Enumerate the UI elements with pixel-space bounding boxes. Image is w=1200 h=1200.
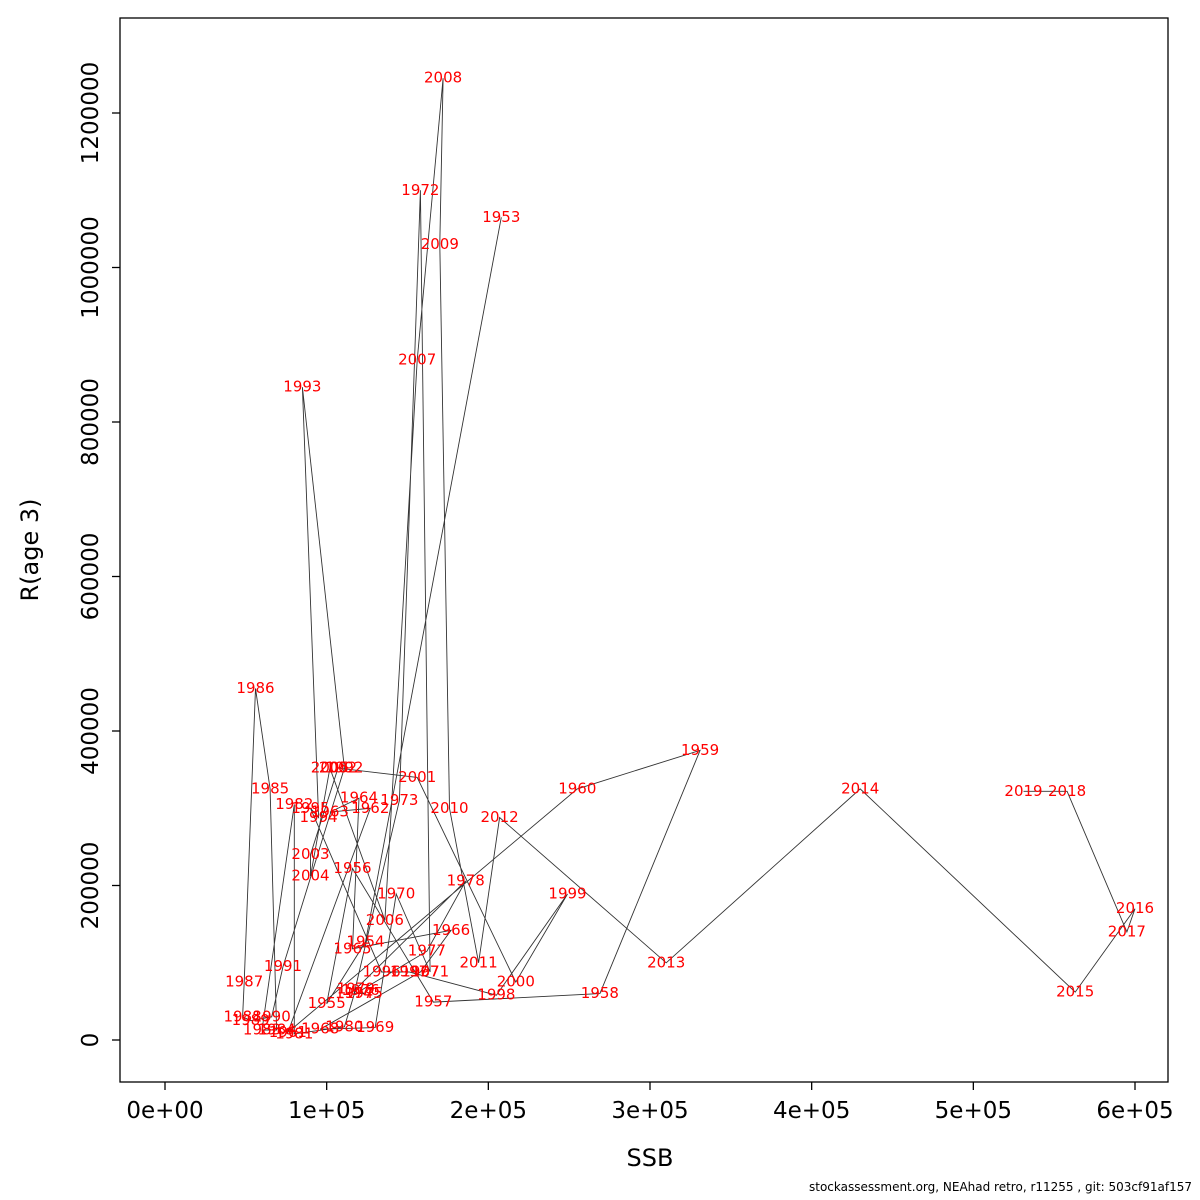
year-label: 2007 [398,351,436,369]
year-label: 1995 [291,799,329,817]
year-label: 1974 [335,984,373,1002]
x-tick-label: 1e+05 [288,1098,365,1124]
year-label: 1976 [342,981,380,999]
year-label: 1957 [414,993,452,1011]
y-tick-label: 1000000 [78,216,104,318]
x-tick-label: 5e+05 [935,1098,1012,1124]
year-label: 1985 [251,779,289,797]
year-label: 1961 [269,1023,307,1041]
plot-border [119,17,1169,1083]
year-label: 1966 [432,921,470,939]
year-label: 2002 [319,759,357,777]
year-label: 2017 [1108,922,1146,940]
year-label: 1956 [333,859,371,877]
y-tick-label: 400000 [78,687,104,775]
year-label: 2006 [366,911,404,929]
year-label: 1994 [300,808,338,826]
year-label: 1978 [447,871,485,889]
year-label: 2019 [1004,782,1042,800]
year-label: 2000 [497,973,535,991]
year-label: 2005 [311,759,349,777]
year-label: 1990 [253,1007,291,1025]
year-label: 1998 [477,986,515,1004]
year-label: 1987 [225,973,263,991]
year-label: 1968 [301,1020,339,1038]
year-label: 1977 [408,942,446,960]
year-label: 1960 [558,779,596,797]
year-label: 2008 [424,69,462,87]
x-tick-label: 4e+05 [773,1098,850,1124]
year-label: 1959 [681,741,719,759]
year-label: 2014 [841,779,879,797]
year-label: 1967 [401,963,439,981]
year-label: 2011 [460,953,498,971]
x-axis-title: SSB [627,1144,674,1172]
year-label: 1972 [401,181,439,199]
year-label: 1993 [283,378,321,396]
year-label: 1980 [325,1017,363,1035]
y-tick-label: 600000 [78,533,104,621]
year-label: 2001 [398,768,436,786]
year-label: 2018 [1048,782,1086,800]
x-tick-label: 3e+05 [611,1098,688,1124]
year-label: 1988 [224,1007,262,1025]
year-label: 1991 [264,957,302,975]
year-label: 1975 [345,984,383,1002]
year-label: 1965 [333,939,371,957]
year-label: 2016 [1116,899,1154,917]
y-tick-label: 0 [78,1033,104,1048]
year-label: 2015 [1056,983,1094,1001]
x-tick-label: 0e+00 [126,1098,203,1124]
year-label: 1971 [411,963,449,981]
y-tick-label: 1200000 [78,62,104,164]
x-tick-label: 2e+05 [450,1098,527,1124]
year-label: 1958 [581,984,619,1002]
year-label: 1964 [340,789,378,807]
x-tick-label: 6e+05 [1096,1098,1173,1124]
year-label: 1997 [390,963,428,981]
year-label: 1954 [346,932,384,950]
year-label: 2009 [421,235,459,253]
year-label: 1982 [275,795,313,813]
year-label: 2013 [647,953,685,971]
year-label: 2012 [481,808,519,826]
recruitment-time-path [242,78,1136,1035]
year-label: 1983 [243,1021,281,1039]
year-label: 1999 [548,885,586,903]
year-label: 1979 [337,980,375,998]
year-label: 1992 [325,759,363,777]
year-label: 1996 [363,963,401,981]
year-label: 1953 [482,208,520,226]
year-label: 1973 [380,791,418,809]
year-label: 1963 [311,803,349,821]
y-tick-label: 800000 [78,378,104,466]
year-label: 2010 [430,799,468,817]
year-label: 1981 [275,1024,313,1042]
year-label: 1955 [308,994,346,1012]
footer-attribution: stockassessment.org, NEAhad retro, r1125… [809,1180,1192,1194]
year-label: 1986 [236,679,274,697]
year-label: 1970 [377,885,415,903]
y-tick-label: 200000 [78,842,104,930]
year-label: 1984 [258,1021,296,1039]
year-label: 1962 [351,799,389,817]
year-label: 1969 [356,1018,394,1036]
y-axis-title: R(age 3) [16,498,44,601]
year-label: 1989 [232,1011,270,1029]
year-label: 2003 [291,845,329,863]
year-label: 2004 [291,867,329,885]
